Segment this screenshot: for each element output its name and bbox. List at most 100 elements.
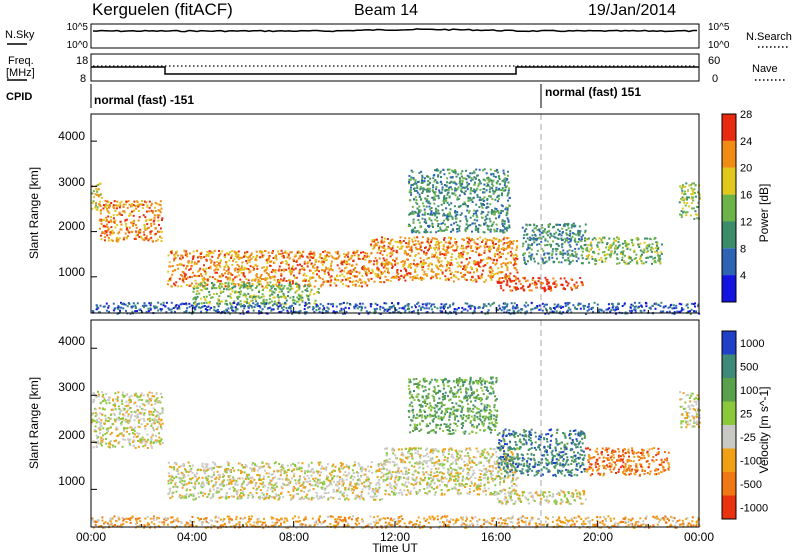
power-cell (558, 230, 561, 233)
power-cell (410, 249, 413, 252)
power-cell (474, 307, 477, 310)
velocity-cell (144, 425, 147, 428)
power-cell (465, 227, 468, 230)
power-cell (470, 177, 473, 180)
velocity-cell (161, 407, 164, 410)
count-tick-right-top: 10^5 (708, 22, 730, 33)
power-cell (525, 310, 528, 313)
power-cell (571, 259, 574, 262)
power-cell (302, 250, 305, 253)
power-cell (452, 303, 455, 306)
power-cell (413, 277, 416, 280)
power-cell (489, 266, 492, 269)
power-cell (424, 211, 427, 214)
power-cell (506, 266, 509, 269)
power-cell (579, 302, 582, 305)
power-cell (502, 280, 505, 283)
power-cell (535, 283, 538, 286)
power-cell (477, 184, 480, 187)
power-cell (227, 307, 230, 310)
power-cell (309, 278, 312, 280)
power-cell (498, 256, 501, 259)
power-cell (433, 198, 436, 201)
power-cell (141, 304, 144, 307)
power-cell (425, 188, 428, 191)
power-cell (415, 182, 418, 185)
power-cell (426, 190, 429, 193)
power-cell (252, 309, 255, 312)
velocity-cell (105, 393, 108, 396)
freq-series (91, 66, 699, 75)
velocity-cell (118, 418, 121, 421)
power-cell (439, 265, 441, 267)
power-cell (259, 280, 262, 283)
power-cell (505, 229, 508, 232)
power-cell (448, 182, 451, 185)
power-cell (492, 172, 495, 175)
power-cell (314, 299, 317, 302)
power-cell (251, 289, 254, 292)
power-cell (161, 308, 164, 311)
power-cell (133, 219, 136, 222)
power-cell (271, 304, 274, 307)
power-cell (340, 260, 343, 263)
power-cell (210, 250, 213, 253)
power-cell (659, 261, 662, 264)
velocity-cell (128, 399, 131, 402)
power-cell (408, 182, 410, 185)
power-cell (281, 288, 284, 291)
power-cell (500, 265, 503, 268)
power-cell (114, 226, 117, 229)
power-cell (109, 219, 112, 222)
power-cell (507, 192, 510, 195)
velocity-cell (121, 421, 123, 424)
power-cell (210, 260, 213, 263)
power-cell (432, 177, 435, 180)
velocity-cell (141, 436, 144, 439)
power-cell (577, 229, 580, 232)
power-cell (192, 298, 195, 301)
velocity-cell (98, 420, 101, 423)
power-cell (113, 219, 116, 222)
power-cell (230, 282, 233, 285)
power-cell (657, 255, 660, 258)
power-cell (509, 250, 512, 253)
power-cell (430, 240, 433, 243)
power-cell (514, 286, 517, 289)
power-cell (429, 182, 431, 184)
power-cell (395, 276, 398, 279)
power-cell (396, 246, 399, 248)
power-cell (214, 278, 217, 281)
power-cell (427, 213, 430, 216)
power-cell (194, 296, 197, 299)
power-cell (513, 263, 516, 265)
power-cell (475, 225, 478, 228)
power-cell (446, 168, 449, 171)
power-cell (217, 257, 219, 260)
power-cell (342, 283, 345, 286)
power-cell (180, 258, 183, 261)
velocity-cell (129, 399, 132, 402)
power-cell (309, 276, 312, 279)
velocity-cell (150, 423, 153, 426)
velocity-cell (101, 395, 104, 398)
power-cell (408, 237, 411, 240)
power-cell (693, 217, 696, 220)
velocity-cell (120, 423, 123, 426)
power-cell (240, 303, 243, 306)
power-cell (435, 169, 438, 172)
power-cell (450, 271, 453, 274)
power-cell (251, 299, 254, 302)
power-cell (434, 191, 437, 194)
power-cell (613, 252, 616, 255)
power-cell (528, 285, 531, 288)
power-cell (477, 306, 480, 309)
power-cell (275, 304, 278, 307)
power-cell (280, 290, 283, 293)
power-cell (430, 270, 433, 273)
power-cell (246, 282, 249, 284)
power-cell (388, 308, 391, 311)
power-cell (131, 203, 133, 205)
power-cell (536, 229, 539, 231)
power-cell (213, 249, 216, 252)
